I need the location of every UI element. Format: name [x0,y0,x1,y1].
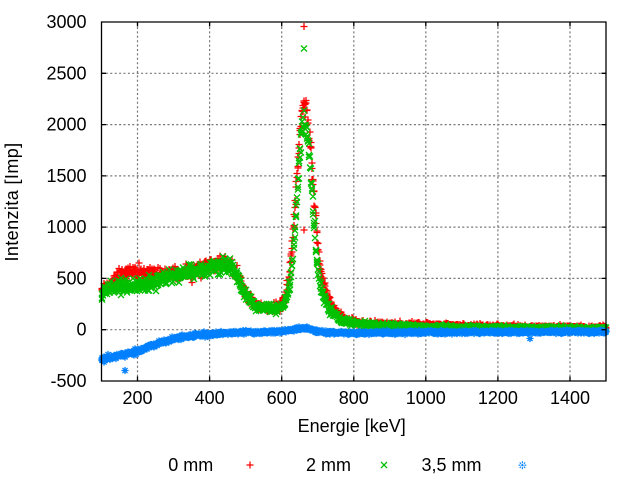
svg-text:500: 500 [56,268,86,288]
svg-text:0 mm: 0 mm [168,455,213,475]
svg-text:0: 0 [76,320,86,340]
svg-text:200: 200 [122,388,152,408]
svg-text:800: 800 [339,388,369,408]
svg-text:600: 600 [267,388,297,408]
svg-text:1200: 1200 [478,388,518,408]
svg-text:1500: 1500 [46,166,86,186]
svg-text:2 mm: 2 mm [306,455,351,475]
svg-text:2000: 2000 [46,115,86,135]
svg-text:400: 400 [195,388,225,408]
svg-text:3,5 mm: 3,5 mm [421,455,481,475]
svg-text:1000: 1000 [406,388,446,408]
svg-text:1000: 1000 [46,217,86,237]
svg-text:Intenzita [Imp]: Intenzita [Imp] [2,142,22,261]
svg-text:2500: 2500 [46,63,86,83]
svg-text:Energie [keV]: Energie [keV] [298,416,406,436]
svg-text:3000: 3000 [46,12,86,32]
svg-text:1400: 1400 [550,388,590,408]
svg-text:-500: -500 [50,371,86,391]
